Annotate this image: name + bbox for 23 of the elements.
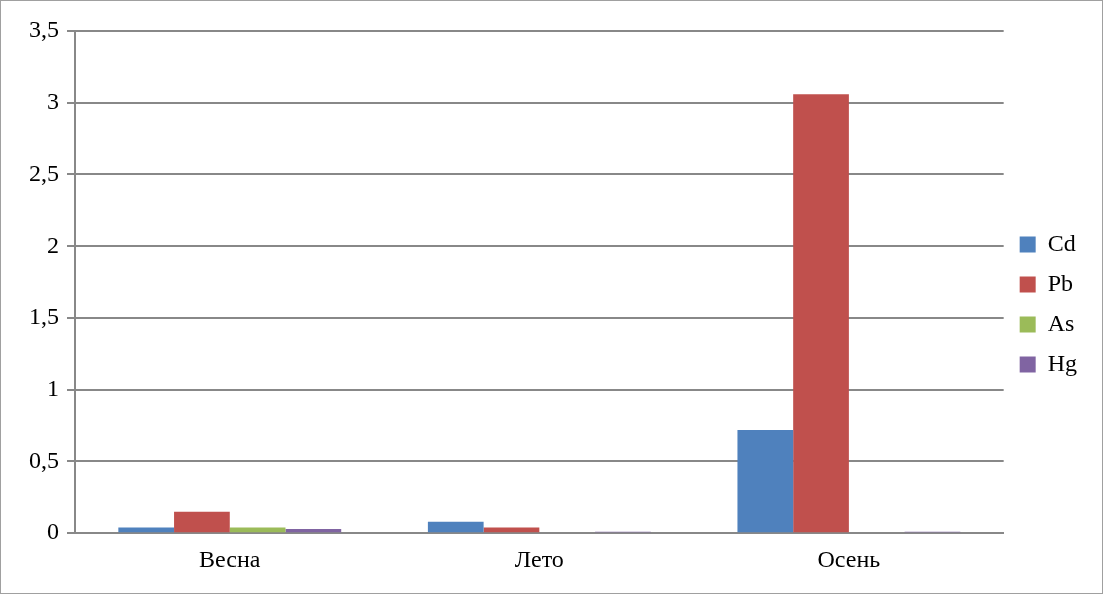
bar [737, 429, 794, 533]
y-tick-label: 1 [47, 375, 59, 402]
y-tick-label: 0,5 [29, 446, 59, 473]
legend-label: Cd [1047, 229, 1076, 256]
x-tick-label: Осень [817, 545, 881, 572]
legend-label: As [1047, 309, 1075, 336]
bar [427, 521, 484, 533]
bar [229, 527, 286, 533]
bar [174, 511, 230, 533]
y-tick-label: 0 [47, 518, 59, 545]
legend-label: Hg [1047, 349, 1078, 376]
y-tick-label: 3,5 [29, 16, 59, 43]
bar [793, 94, 849, 533]
y-tick-label: 2,5 [29, 159, 59, 186]
bar [483, 527, 540, 533]
y-tick-label: 2 [47, 231, 59, 258]
y-tick-label: 1,5 [29, 303, 59, 330]
x-tick-label: Лето [514, 545, 564, 572]
y-tick-label: 3 [47, 88, 59, 115]
bar [118, 527, 175, 533]
bar [285, 528, 342, 533]
x-tick-label: Весна [199, 545, 261, 572]
legend-label: Pb [1047, 269, 1074, 296]
